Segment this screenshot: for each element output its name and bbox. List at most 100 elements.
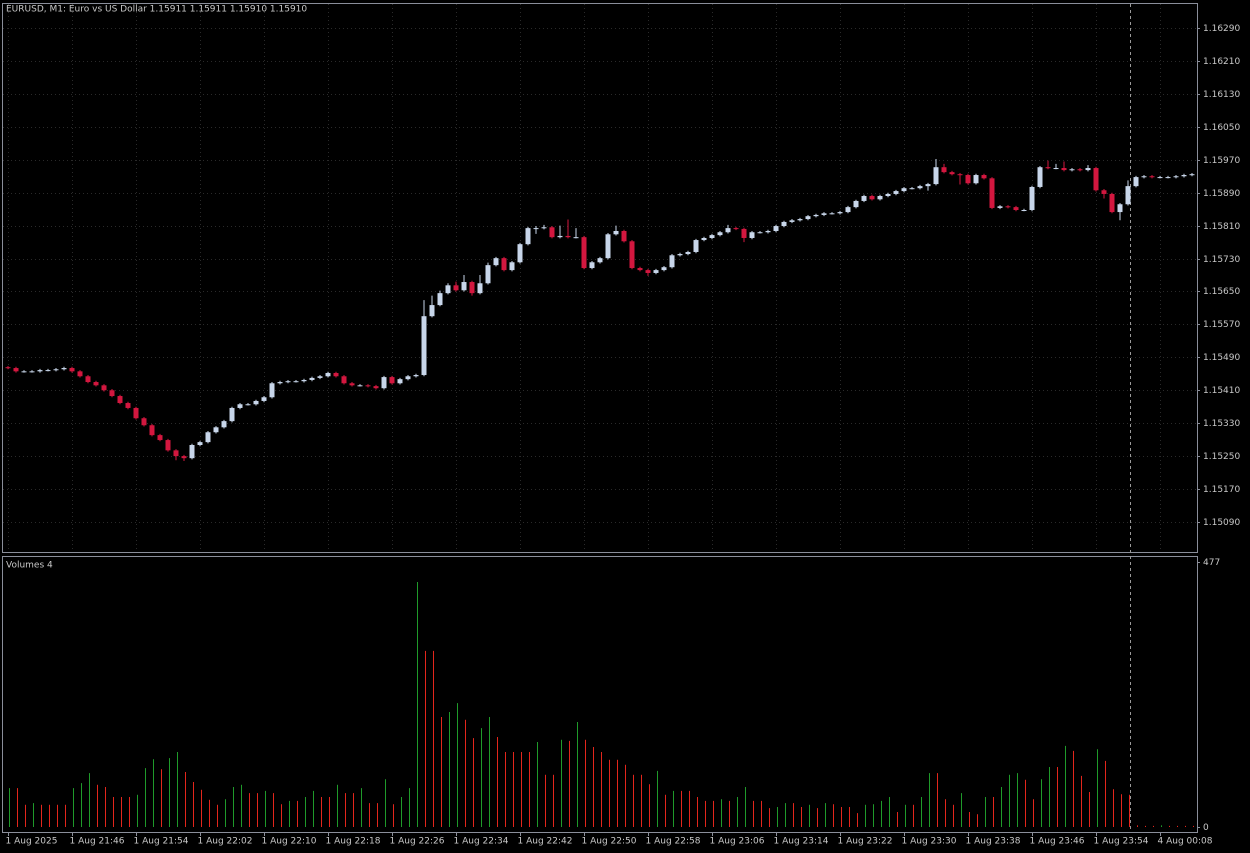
volume-bar [369,803,370,827]
volume-bar [569,740,570,827]
volume-bar [193,782,194,827]
volume-bar [1185,825,1186,827]
volume-bar [137,794,138,827]
volume-bar [849,807,850,827]
candle-body [789,220,795,222]
x-tick-label: 1 Aug 22:18 [326,837,381,847]
candle-body [413,375,419,377]
volume-bar [113,797,114,827]
volume-bar [553,774,554,827]
volume-bar [1161,825,1162,827]
candle-body [501,258,507,271]
y-tick-label: 1.16210 [1203,57,1240,67]
x-tick-label: 1 Aug 22:26 [390,837,445,847]
volume-bar [89,773,90,827]
volume-bar [977,814,978,827]
volume-bar [401,797,402,827]
candle-body [517,244,523,263]
candle-body [541,227,547,229]
volume-bar [73,788,74,827]
candle-body [989,178,995,208]
candle-body [669,255,675,268]
volume-bar [25,804,26,827]
candle-body [1037,167,1043,187]
volume-bar [249,793,250,827]
volume-bar [1033,799,1034,827]
volume-bar [761,800,762,827]
volume-bar [897,812,898,827]
candle-body [1189,174,1195,176]
candle-body [725,228,731,233]
volume-bar [689,790,690,827]
candle-body [877,196,883,200]
candle-body [437,293,443,306]
candle-body [845,207,851,213]
volume-bar [937,773,938,827]
volume-bar [1169,825,1170,827]
volume-bar [353,793,354,827]
volume-bar [121,797,122,827]
volume-bar [865,804,866,827]
candle-body [1093,168,1099,191]
candle-body [853,200,859,208]
candle-body [837,212,843,214]
candle-body [1013,207,1019,211]
candle-body [565,235,571,238]
candle-body [469,282,475,294]
candle-body [813,214,819,217]
candle-body [293,381,299,383]
x-tick-label: 1 Aug 22:34 [454,837,509,847]
volume-bar [361,788,362,827]
x-tick-label: 1 Aug 23:06 [710,837,765,847]
candle-body [309,377,315,380]
volume-bar [393,804,394,827]
candle-body [133,407,139,419]
candle-body [949,172,955,175]
volume-bar [1145,825,1146,827]
x-tick-label: 1 Aug 23:46 [1030,837,1085,847]
candle-body [269,383,275,398]
candle-body [821,213,827,215]
candle-body [485,265,491,284]
candle-body [1029,186,1035,211]
y-tick-label: 1.15170 [1203,485,1240,495]
volume-bar [9,788,10,827]
candle-body [773,226,779,231]
volume-bar [873,804,874,827]
volume-bar [329,797,330,827]
volume-bar [433,650,434,827]
candle-body [77,371,83,377]
volume-bar [129,797,130,827]
candle-body [653,270,659,273]
candle-body [477,283,483,294]
candle-body [421,316,427,376]
y-tick-label: 1.15090 [1203,518,1240,528]
volume-bar [953,804,954,827]
volume-bar [1097,749,1098,827]
x-tick-label: 1 Aug 2025 [6,837,58,847]
volume-bar [1073,750,1074,827]
volume-bar [721,799,722,827]
candle-body [157,435,163,441]
volume-bar [233,787,234,827]
volume-bar [641,774,642,827]
y-tick-label: 0 [1203,823,1209,833]
x-tick-label: 1 Aug 23:22 [838,837,893,847]
candle-body [557,235,563,238]
candle-body [149,425,155,436]
volume-bar [809,804,810,827]
candle-body [13,368,19,372]
candle-body [461,282,467,291]
x-tick-label: 1 Aug 21:54 [134,837,189,847]
candle-body [717,232,723,236]
volume-bar [961,793,962,827]
volume-bar [265,790,266,827]
volume-bar [425,650,426,827]
candle-body [317,376,323,378]
candle-body [597,258,603,263]
candle-body [1053,168,1059,170]
volume-bar [217,804,218,827]
volume-bar [713,800,714,827]
candle-body [693,240,699,252]
volume-bar [673,790,674,827]
